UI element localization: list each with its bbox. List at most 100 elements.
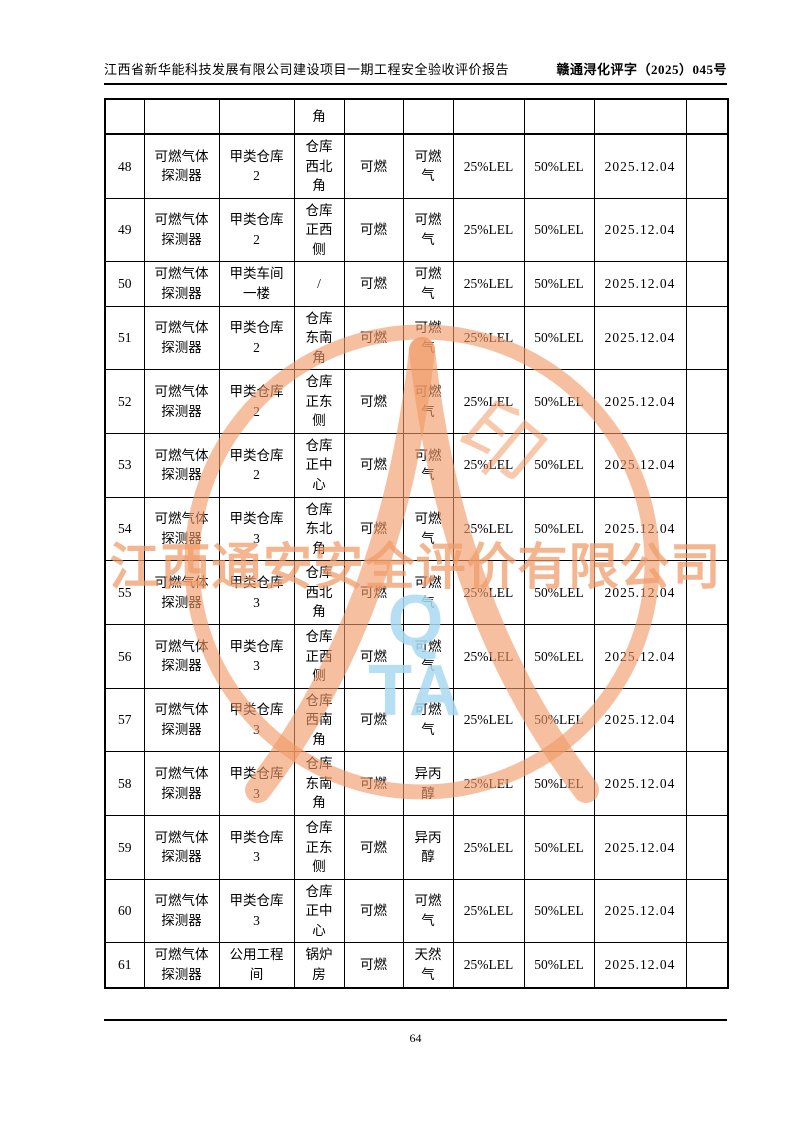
- table-row: 53 可燃气体 探测器 甲类仓库 2 仓库 正中 心可燃 可燃 气 25%LEL 50%LE…: [104, 432, 729, 498]
- cell-area: 甲类仓库 2: [218, 369, 295, 434]
- table-row: 52 可燃气体 探测器 甲类仓库 2 仓库 正东 侧可燃 可燃 气 25%LEL 50%LE…: [104, 369, 729, 434]
- cell-alarm_high: 50%LEL: [523, 687, 595, 753]
- page-number: 64: [409, 1031, 422, 1045]
- cell-no: 60: [104, 878, 145, 944]
- cell-alarm_high: 50%LEL: [523, 623, 595, 689]
- page-footer: 64: [104, 1019, 727, 1046]
- cell-medium: 可燃: [343, 496, 404, 562]
- cell-area: 甲类仓库 3: [218, 815, 295, 880]
- cell-area: 公用工程 间: [218, 942, 295, 988]
- table-row: 56 可燃气体 探测器 甲类仓库 3 仓库 正西 侧可燃 可燃 气 25%LEL 50%LE…: [104, 623, 729, 689]
- cell-date: 2025.12.04: [593, 560, 687, 625]
- cell-date: 2025.12.04: [593, 623, 687, 689]
- cell-alarm_high: 50%LEL: [523, 751, 595, 816]
- cell-date: 2025.12.04: [593, 815, 687, 880]
- cell-alarm_low: 25%LEL: [452, 815, 525, 880]
- cell-alarm_high: [523, 98, 595, 135]
- cell-date: 2025.12.04: [593, 133, 687, 199]
- cell-note: [685, 261, 729, 307]
- cell-location: 仓库 正中 心: [293, 432, 345, 498]
- cell-device: 可燃气体 探测器: [143, 878, 220, 944]
- cell-gas: 可燃 气: [402, 432, 454, 498]
- cell-medium: 可燃: [343, 751, 404, 816]
- cell-area: 甲类车间 一楼: [218, 261, 295, 307]
- cell-alarm_high: 50%LEL: [523, 261, 595, 307]
- cell-device: 可燃气体 探测器: [143, 369, 220, 434]
- cell-no: 51: [104, 305, 145, 371]
- cell-note: [685, 687, 729, 753]
- report-title: 江西省新华能科技发展有限公司建设项目一期工程安全验收评价报告: [104, 62, 510, 77]
- cell-area: 甲类仓库 2: [218, 432, 295, 498]
- cell-medium: 可燃: [343, 133, 404, 199]
- cell-alarm_high: 50%LEL: [523, 942, 595, 988]
- cell-alarm_low: [452, 98, 525, 135]
- cell-alarm_low: 25%LEL: [452, 133, 525, 199]
- cell-gas: 可燃 气: [402, 305, 454, 371]
- cell-gas: 异丙 醇: [402, 815, 454, 880]
- cell-alarm_high: 50%LEL: [523, 496, 595, 562]
- cell-date: 2025.12.04: [593, 942, 687, 988]
- table-row: 54 可燃气体 探测器 甲类仓库 3 仓库 东北 角可燃 可燃 气 25%LEL 50%LE…: [104, 496, 729, 562]
- cell-no: 57: [104, 687, 145, 753]
- cell-alarm_high: 50%LEL: [523, 197, 595, 263]
- cell-alarm_low: 25%LEL: [452, 878, 525, 944]
- cell-medium: 可燃: [343, 369, 404, 434]
- cell-area: 甲类仓库 2: [218, 133, 295, 199]
- cell-alarm_high: 50%LEL: [523, 878, 595, 944]
- cell-location: 角: [293, 98, 345, 135]
- cell-note: [685, 133, 729, 199]
- cell-device: 可燃气体 探测器: [143, 432, 220, 498]
- cell-area: 甲类仓库 2: [218, 197, 295, 263]
- cell-medium: 可燃: [343, 432, 404, 498]
- cell-no: [104, 98, 145, 135]
- cell-device: 可燃气体 探测器: [143, 623, 220, 689]
- cell-medium: 可燃: [343, 305, 404, 371]
- cell-gas: 天然 气: [402, 942, 454, 988]
- table-row: 50 可燃气体 探测器 甲类车间 一楼 / 可燃 可燃 气 25%LEL 50%LEL 2025…: [104, 261, 729, 307]
- cell-device: 可燃气体 探测器: [143, 305, 220, 371]
- cell-area: 甲类仓库 3: [218, 687, 295, 753]
- cell-alarm_high: 50%LEL: [523, 133, 595, 199]
- cell-area: 甲类仓库 3: [218, 623, 295, 689]
- cell-device: 可燃气体 探测器: [143, 496, 220, 562]
- cell-note: [685, 623, 729, 689]
- cell-no: 54: [104, 496, 145, 562]
- table-row: 55 可燃气体 探测器 甲类仓库 3 仓库 西北 角可燃 可燃 气 25%LEL 50%LE…: [104, 560, 729, 625]
- cell-gas: 可燃 气: [402, 369, 454, 434]
- cell-location: 仓库 正西 侧: [293, 623, 345, 689]
- cell-location: /: [293, 261, 345, 307]
- cell-gas: 可燃 气: [402, 261, 454, 307]
- cell-alarm_high: 50%LEL: [523, 369, 595, 434]
- cell-device: [143, 98, 220, 135]
- table-row: 61 可燃气体 探测器 公用工程 间锅炉 房可燃 天然 气 25%LEL 50%LEL 20…: [104, 942, 729, 988]
- cell-date: 2025.12.04: [593, 432, 687, 498]
- cell-gas: 异丙 醇: [402, 751, 454, 816]
- cell-note: [685, 751, 729, 816]
- cell-note: [685, 496, 729, 562]
- cell-no: 49: [104, 197, 145, 263]
- table-row: 59 可燃气体 探测器 甲类仓库 3 仓库 正东 侧可燃 异丙 醇 25%LEL 50%LE…: [104, 815, 729, 880]
- cell-alarm_high: 50%LEL: [523, 815, 595, 880]
- cell-no: 50: [104, 261, 145, 307]
- cell-gas: 可燃 气: [402, 878, 454, 944]
- cell-alarm_low: 25%LEL: [452, 496, 525, 562]
- cell-note: [685, 878, 729, 944]
- cell-no: 61: [104, 942, 145, 988]
- table-body: 角 48 可燃气体 探测器 甲类仓库 2 仓库 西北 角可燃 可燃 气 25%LEL 50%L…: [104, 98, 729, 988]
- table-row: 48 可燃气体 探测器 甲类仓库 2 仓库 西北 角可燃 可燃 气 25%LEL 50%LE…: [104, 133, 729, 199]
- cell-medium: 可燃: [343, 942, 404, 988]
- document-number: 赣通浔化评字（2025）045号: [556, 62, 727, 77]
- cell-area: [218, 98, 295, 135]
- cell-location: 仓库 正东 侧: [293, 369, 345, 434]
- cell-note: [685, 197, 729, 263]
- cell-date: 2025.12.04: [593, 878, 687, 944]
- cell-medium: 可燃: [343, 815, 404, 880]
- cell-gas: 可燃 气: [402, 197, 454, 263]
- carryover-row: 角: [104, 98, 729, 135]
- cell-gas: 可燃 气: [402, 623, 454, 689]
- cell-no: 59: [104, 815, 145, 880]
- cell-no: 58: [104, 751, 145, 816]
- cell-device: 可燃气体 探测器: [143, 261, 220, 307]
- cell-area: 甲类仓库 3: [218, 878, 295, 944]
- cell-note: [685, 369, 729, 434]
